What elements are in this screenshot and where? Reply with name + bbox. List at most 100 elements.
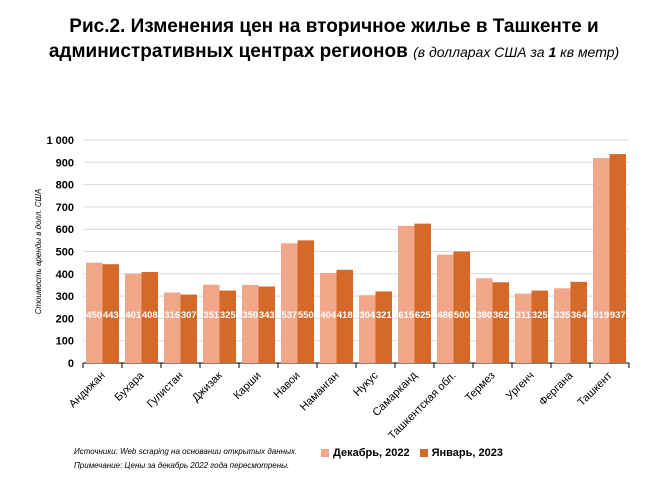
data-label: 350 <box>242 310 258 321</box>
category-label: Карши <box>231 370 263 402</box>
footnote-source: Источники: Web scraping на основании отк… <box>74 447 298 456</box>
title-line-1: Рис.2. Изменения цен на вторичное жилье … <box>69 16 599 37</box>
y-tick-label: 1 000 <box>46 135 74 147</box>
category-label: Гулистан <box>145 370 186 411</box>
bar-dec <box>203 284 220 363</box>
bar-dec <box>281 243 298 363</box>
subtitle-number: 1 <box>548 44 557 60</box>
bar-jan <box>180 294 197 363</box>
y-tick-label: 800 <box>56 180 74 192</box>
bar-jan <box>453 251 470 363</box>
data-label: 364 <box>571 310 588 321</box>
bar-jan <box>609 154 626 363</box>
bar-dec <box>320 272 337 363</box>
bar-jan <box>336 269 353 363</box>
y-tick-label: 200 <box>56 313 74 325</box>
y-axis-label: Стоимость аренды в долл. США <box>34 189 43 315</box>
bar-dec <box>86 262 103 363</box>
y-tick-label: 100 <box>56 336 74 348</box>
legend-label-dec: Декабрь, 2022 <box>333 447 410 459</box>
category-label: Джизак <box>190 370 225 405</box>
bar-jan <box>531 290 548 363</box>
y-axis-ticks: 0 100 200 300 400 500 600 700 800 900 1 000 <box>46 135 74 370</box>
title-line-2-main: административных центрах регионов <box>48 41 408 62</box>
data-label: 343 <box>259 310 275 321</box>
category-label: Ургенч <box>504 370 537 403</box>
data-label: 307 <box>181 310 197 321</box>
y-tick-label: 400 <box>56 269 74 281</box>
y-tick-label: 0 <box>68 358 74 370</box>
bar-dec <box>554 288 571 363</box>
data-label: 418 <box>337 310 353 321</box>
data-label: 625 <box>415 310 432 321</box>
bar-dec <box>437 254 454 363</box>
category-label: Ташкент <box>575 370 614 409</box>
bar-jan <box>297 240 314 363</box>
bar-jan <box>414 223 431 363</box>
bar-jan <box>102 264 119 363</box>
bar-dec <box>242 284 259 363</box>
data-labels: 450 443 401 408 316 307 351 325 350 343 537 550 404 4… <box>86 310 625 321</box>
data-label: 404 <box>320 310 337 321</box>
category-label: Андижан <box>67 370 108 411</box>
bar-dec <box>125 273 142 363</box>
title-line-2: административных центрах регионов (в дол… <box>0 39 668 65</box>
category-label: Навои <box>271 370 302 401</box>
category-label: Наманган <box>298 370 342 414</box>
category-label: Термез <box>463 370 498 405</box>
bar-jan <box>141 272 158 363</box>
data-label: 500 <box>454 310 470 321</box>
bars <box>86 154 626 363</box>
bar-jan <box>375 291 392 363</box>
data-label: 311 <box>516 310 532 321</box>
data-label: 321 <box>376 310 393 321</box>
bar-dec <box>359 295 376 363</box>
bar-jan <box>570 281 587 363</box>
bar-jan <box>258 286 275 363</box>
bar-dec <box>164 292 181 363</box>
y-tick-label: 300 <box>56 291 74 303</box>
subtitle-prefix: (в долларах США за <box>413 44 549 60</box>
data-label: 325 <box>220 310 237 321</box>
bar-dec <box>593 158 610 363</box>
chart-title: Рис.2. Изменения цен на вторичное жилье … <box>0 14 668 65</box>
y-tick-label: 600 <box>56 224 74 236</box>
legend-item-jan: Январь, 2023 <box>419 447 503 459</box>
y-tick-label: 900 <box>56 157 74 169</box>
category-label: Нукус <box>351 369 381 399</box>
data-label: 351 <box>203 310 220 321</box>
data-label: 550 <box>298 310 314 321</box>
data-label: 537 <box>281 310 297 321</box>
data-label: 919 <box>593 310 609 321</box>
data-label: 615 <box>398 310 415 321</box>
category-label: Бухара <box>113 369 148 404</box>
legend-item-dec: Декабрь, 2022 <box>321 447 410 459</box>
subtitle-suffix: кв метр) <box>556 44 620 60</box>
bar-jan <box>492 282 509 363</box>
legend-label-jan: Январь, 2023 <box>431 447 503 459</box>
category-label: Ташкентская обл. <box>386 370 458 442</box>
category-label: Фергана <box>537 369 576 408</box>
data-label: 486 <box>437 310 453 321</box>
y-tick-label: 500 <box>56 247 74 259</box>
data-label: 362 <box>493 310 509 321</box>
footnote-note: Примечание: Цены за декабрь 2022 года пе… <box>74 461 290 470</box>
bar-dec <box>476 278 493 363</box>
bar-dec <box>515 293 532 363</box>
bar-jan <box>219 290 236 363</box>
data-label: 443 <box>103 310 119 321</box>
legend-swatch-jan <box>419 449 428 457</box>
data-label: 937 <box>610 310 626 321</box>
legend: Декабрь, 2022 Январь, 2023 <box>321 447 513 459</box>
data-label: 401 <box>125 310 142 321</box>
data-label: 380 <box>476 310 492 321</box>
y-tick-label: 700 <box>56 202 74 214</box>
data-label: 316 <box>164 310 180 321</box>
legend-swatch-dec <box>321 449 329 457</box>
data-label: 304 <box>359 310 376 321</box>
data-label: 335 <box>554 310 571 321</box>
data-label: 450 <box>86 310 102 321</box>
data-label: 408 <box>142 310 158 321</box>
